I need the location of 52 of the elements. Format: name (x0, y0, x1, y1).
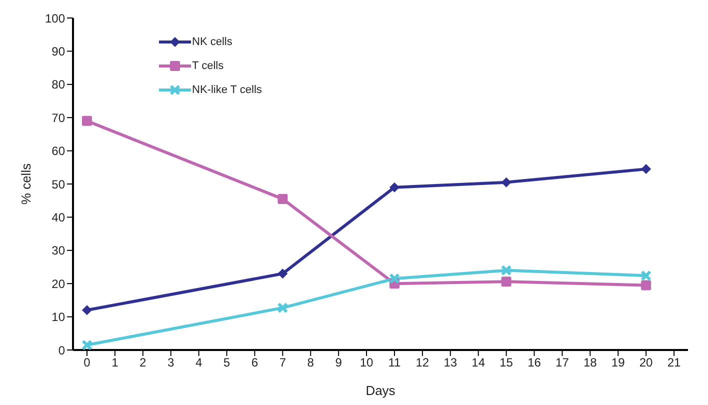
x-tick-label: 7 (279, 356, 286, 370)
x-tick-label: 21 (667, 356, 682, 370)
y-tick-label: 100 (44, 11, 66, 26)
point (641, 280, 652, 290)
point (81, 340, 92, 350)
y-tick-label: 70 (52, 110, 66, 125)
x-tick-label: 13 (444, 356, 458, 370)
y-tick-label: 60 (52, 144, 66, 158)
legend-label: NK cells (192, 36, 232, 48)
y-tick-label: 30 (52, 244, 66, 258)
legend-label: NK-like T cells (192, 84, 262, 96)
x-tick-label: 10 (360, 356, 374, 370)
x-tick-label: 0 (84, 356, 91, 370)
x-tick-label: 19 (611, 356, 626, 370)
y-tick-label: 50 (52, 177, 66, 192)
point (389, 182, 400, 192)
point (500, 264, 512, 276)
x-tick-label: 9 (335, 356, 342, 370)
point (501, 177, 512, 188)
y-tick-label: 10 (52, 310, 66, 324)
x-tick-label: 14 (472, 356, 486, 370)
point (388, 273, 400, 284)
point (278, 194, 288, 204)
y-tick-label: 90 (52, 44, 66, 58)
point (278, 268, 288, 279)
x-tick-label: 12 (416, 356, 430, 370)
x-tick-label: 6 (251, 356, 258, 370)
point (82, 116, 92, 126)
x-tick-label: 17 (556, 356, 570, 370)
x-tick-label: 15 (500, 356, 514, 370)
x-tick-label: 4 (195, 356, 202, 370)
x-tick-label: 8 (307, 356, 314, 370)
point (82, 305, 92, 316)
y-tick-label: 40 (52, 210, 66, 224)
point (641, 164, 652, 174)
legend-label: T cells (192, 60, 224, 72)
x-axis-title: Days (366, 383, 396, 398)
y-tick-label: 20 (52, 276, 66, 291)
x-tick-label: 20 (639, 356, 654, 370)
point (640, 270, 652, 282)
y-tick-label: 80 (52, 78, 66, 92)
x-tick-label: 16 (528, 356, 542, 370)
x-tick-label: 3 (167, 356, 174, 370)
y-tick-label: 0 (58, 343, 66, 358)
point (501, 276, 512, 287)
x-tick-label: 11 (388, 356, 402, 370)
x-tick-label: 1 (112, 356, 119, 370)
y-axis-title: % cells (18, 162, 34, 205)
x-tick-label: 18 (583, 356, 598, 370)
point (277, 302, 288, 314)
x-tick-label: 5 (223, 356, 230, 370)
x-tick-label: 2 (140, 356, 147, 370)
